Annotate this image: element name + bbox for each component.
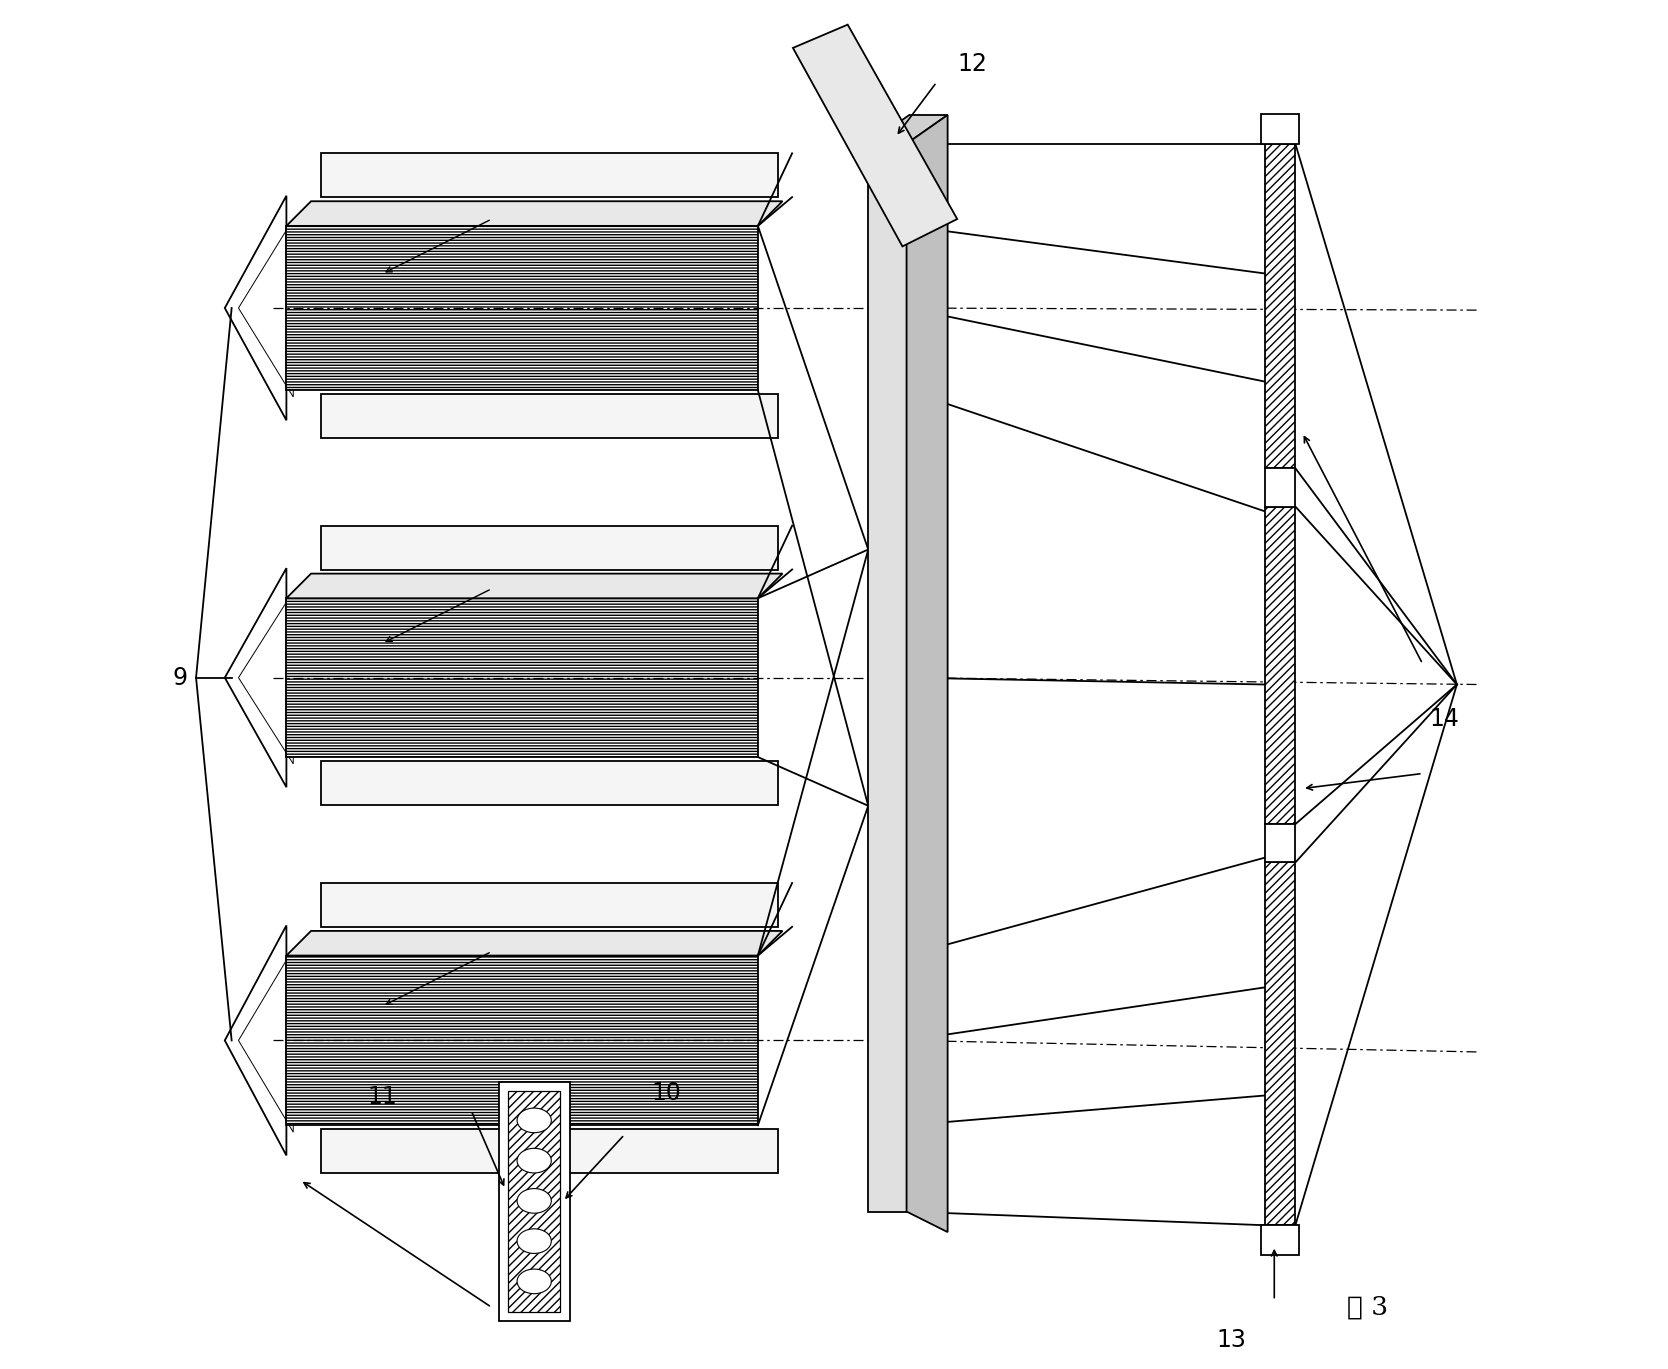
Bar — [320, 883, 779, 927]
Ellipse shape — [517, 1188, 552, 1213]
Bar — [1266, 144, 1296, 468]
Text: 图 3: 图 3 — [1348, 1295, 1388, 1320]
Polygon shape — [225, 925, 287, 1155]
Bar — [509, 1091, 560, 1312]
Polygon shape — [906, 115, 947, 1232]
Polygon shape — [225, 196, 287, 420]
Polygon shape — [869, 115, 947, 144]
Bar — [287, 956, 757, 1125]
Bar — [287, 226, 757, 390]
Bar — [1261, 114, 1299, 144]
Bar — [499, 1082, 570, 1321]
Text: 11: 11 — [367, 1084, 397, 1109]
Text: 14: 14 — [1429, 706, 1460, 731]
Bar — [1266, 507, 1296, 824]
Polygon shape — [792, 25, 957, 246]
Text: 9: 9 — [172, 665, 187, 690]
Ellipse shape — [517, 1269, 552, 1294]
Polygon shape — [225, 568, 287, 787]
Bar — [1266, 468, 1296, 507]
Bar — [320, 1129, 779, 1173]
Ellipse shape — [517, 1108, 552, 1132]
Polygon shape — [287, 201, 782, 226]
Bar — [320, 761, 779, 805]
Bar — [287, 598, 757, 757]
Bar — [1266, 824, 1296, 862]
Polygon shape — [287, 574, 782, 598]
Bar — [320, 394, 779, 438]
Bar — [1261, 1225, 1299, 1255]
Text: 10: 10 — [652, 1082, 682, 1106]
Bar — [1266, 862, 1296, 1225]
Text: 13: 13 — [1216, 1328, 1246, 1353]
Ellipse shape — [517, 1229, 552, 1254]
Bar — [869, 144, 906, 1212]
Bar — [320, 153, 779, 197]
Ellipse shape — [517, 1149, 552, 1173]
Polygon shape — [287, 931, 782, 956]
Bar — [320, 526, 779, 570]
Text: 12: 12 — [957, 52, 987, 77]
